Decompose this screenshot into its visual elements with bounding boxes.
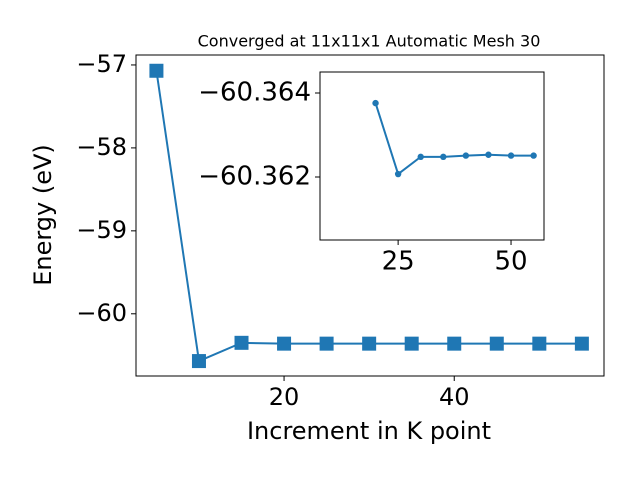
y-tick-label: −60: [76, 299, 127, 327]
x-tick-label: 20: [269, 383, 300, 411]
data-point: [234, 335, 249, 350]
data-point: [447, 336, 462, 351]
x-tick-label: 40: [439, 383, 470, 411]
data-point: [507, 152, 515, 159]
data-point: [319, 336, 334, 351]
data-point: [417, 153, 424, 161]
y-tick-label: −60.362: [198, 162, 311, 192]
data-point: [489, 336, 504, 351]
plot-area: [372, 99, 537, 178]
data-point: [485, 151, 492, 158]
data-line: [374, 102, 534, 176]
data-point: [277, 336, 292, 351]
x-tick-label: 25: [382, 247, 415, 277]
data-point: [574, 336, 589, 351]
data-point: [404, 336, 419, 351]
y-tick-label: −58: [76, 133, 127, 161]
chart-title: Converged at 11x11x1 Automatic Mesh 30: [198, 32, 541, 51]
y-tick-label: −59: [76, 216, 127, 244]
x-tick-label: 50: [494, 247, 527, 277]
data-point: [149, 63, 164, 78]
data-point: [532, 336, 547, 351]
y-axis-label: Energy (eV): [29, 144, 57, 286]
data-point: [191, 354, 206, 369]
data-point: [530, 152, 537, 159]
data-point: [372, 99, 379, 107]
y-tick-label: −60.364: [198, 78, 311, 108]
data-point: [394, 170, 402, 178]
data-point: [440, 153, 447, 161]
y-tick-label: −57: [76, 50, 127, 78]
plot-area: [149, 63, 589, 369]
data-point: [362, 336, 377, 351]
x-axis-label: Increment in K point: [247, 417, 491, 445]
data-point: [462, 152, 470, 159]
